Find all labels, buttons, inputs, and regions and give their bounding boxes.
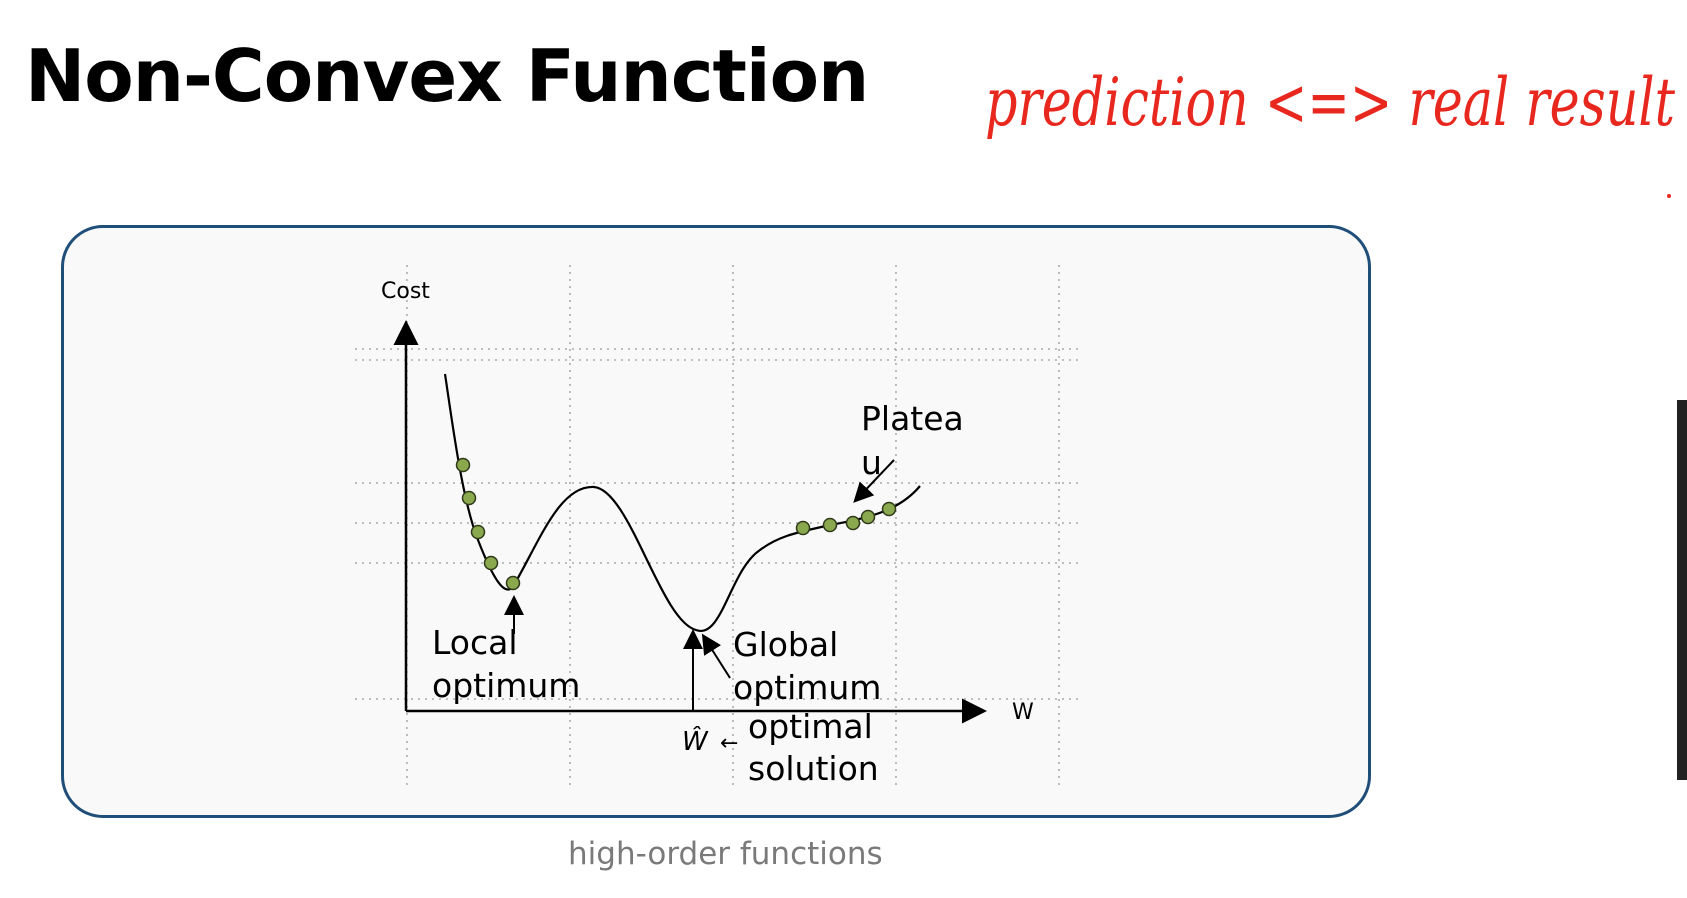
sample-point bbox=[470, 524, 486, 540]
sample-point bbox=[455, 457, 471, 473]
sample-point bbox=[461, 490, 477, 506]
optimal-solution-label-line1: optimal bbox=[748, 707, 873, 746]
left-arrow-glyph: ← bbox=[720, 731, 738, 756]
grid bbox=[355, 265, 1080, 785]
plateau-label-line2: u bbox=[861, 443, 882, 482]
optimal-solution-label-line2: solution bbox=[748, 749, 879, 788]
sample-point bbox=[845, 515, 861, 531]
cost-curve bbox=[443, 373, 921, 632]
scrollbar[interactable] bbox=[1677, 400, 1687, 780]
sample-point bbox=[881, 501, 897, 517]
sample-points bbox=[455, 457, 897, 591]
slide-title: Non-Convex Function bbox=[25, 34, 869, 118]
local-optimum-label-line2: optimum bbox=[432, 666, 580, 705]
local-optimum-label-line1: Local bbox=[432, 623, 518, 662]
plateau-label-line1: Platea bbox=[861, 399, 964, 438]
x-axis-label: W bbox=[1012, 700, 1034, 725]
slide-caption: high-order functions bbox=[568, 836, 883, 872]
global-optimum-label-line1: Global bbox=[733, 625, 838, 664]
sample-point bbox=[483, 555, 499, 571]
sample-point bbox=[822, 517, 838, 533]
sample-point bbox=[860, 509, 876, 525]
y-axis-label: Cost bbox=[381, 279, 430, 304]
plateau-arrow bbox=[853, 459, 895, 503]
sample-point bbox=[505, 575, 521, 591]
sample-point bbox=[795, 520, 811, 536]
global-optimum-arrow bbox=[701, 633, 731, 679]
global-optimum-label-line2: optimum bbox=[733, 668, 881, 707]
diagram-frame bbox=[61, 225, 1371, 818]
w-hat-label: Ŵ bbox=[682, 725, 709, 757]
